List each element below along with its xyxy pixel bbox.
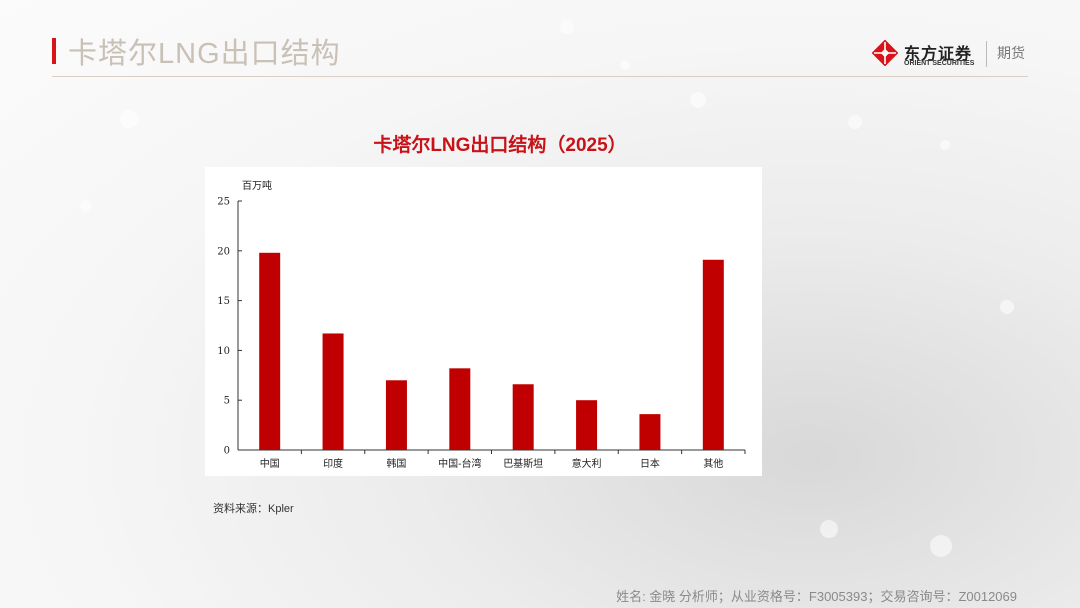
source-note: 资料来源：Kpler: [213, 503, 294, 515]
header-divider: [52, 76, 1028, 77]
bar-chart: 百万吨 0 5 10 15 20 25 中国 印度 韩国 中国-台湾 巴基斯坦 意大利 日本 其他: [217, 179, 746, 470]
background-bokeh: [120, 110, 138, 128]
x-tick-label: 印度: [323, 457, 343, 470]
title-accent-bar: [52, 38, 56, 64]
bar-4: [449, 368, 471, 450]
background-bokeh: [560, 20, 574, 34]
background-bokeh: [848, 115, 862, 129]
y-tick-label: 15: [217, 296, 230, 307]
x-tick-label: 韩国: [386, 457, 406, 470]
analyst-footer: 姓名: 金晓 分析师；从业资格号：F3005393；交易咨询号：Z0012069: [616, 589, 1017, 604]
background-bokeh: [820, 520, 838, 538]
bar-8: [702, 259, 724, 450]
logo-name-cn: 东方证券: [904, 46, 973, 63]
logo-diamond-icon: [872, 40, 898, 66]
x-tick-label: 其他: [703, 457, 723, 470]
bar-3: [385, 380, 407, 450]
background-bokeh: [1000, 300, 1014, 314]
x-tick-label: 中国: [260, 457, 280, 470]
background-bokeh: [940, 140, 950, 150]
x-tick-label: 意大利: [572, 457, 602, 470]
background-bokeh: [80, 200, 92, 212]
logo-name-en: ORIENT SECURITIES: [904, 60, 975, 67]
slide-title: 卡塔尔LNG出口结构: [68, 38, 341, 70]
background-bokeh: [620, 60, 630, 70]
chart-panel: 百万吨 0 5 10 15 20 25 中国 印度 韩国 中国-台湾 巴基斯坦 意大利 日本 其他: [205, 167, 762, 476]
bar-7: [639, 414, 661, 450]
x-tick-label: 日本: [640, 457, 660, 470]
logo-divider: [986, 41, 987, 67]
x-tick-label: 中国-台湾: [438, 457, 481, 470]
bar-1: [259, 252, 281, 450]
background-bokeh: [930, 535, 952, 557]
y-tick-label: 5: [224, 396, 230, 407]
background-bokeh: [690, 92, 706, 108]
company-logo: 东方证券 ORIENT SECURITIES 期货: [872, 38, 1032, 72]
y-tick-label: 25: [217, 197, 230, 208]
y-tick-label: 20: [217, 246, 230, 257]
bar-5: [512, 384, 534, 450]
x-tick-label: 巴基斯坦: [503, 457, 543, 470]
logo-division: 期货: [997, 45, 1025, 61]
slide-header: 卡塔尔LNG出口结构 东方证券 ORIENT SECURITIES 期货: [0, 0, 1080, 78]
chart-title: 卡塔尔LNG出口结构（2025）: [373, 135, 627, 156]
y-tick-label: 0: [224, 446, 230, 457]
y-tick-label: 10: [217, 346, 230, 357]
bar-6: [576, 400, 598, 450]
bar-2: [322, 333, 344, 450]
y-axis-unit-label: 百万吨: [242, 179, 272, 192]
